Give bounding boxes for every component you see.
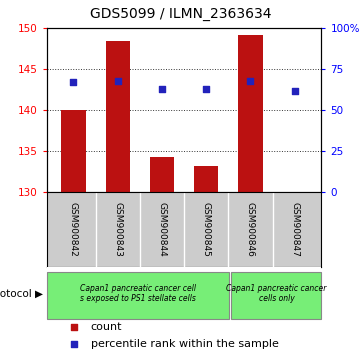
Bar	[61, 109, 86, 192]
Text: protocol ▶: protocol ▶	[0, 289, 43, 299]
Point	[71, 324, 77, 330]
Bar	[150, 157, 174, 192]
Text: GSM900847: GSM900847	[290, 202, 299, 257]
Bar	[47, 272, 229, 319]
Bar	[194, 166, 218, 192]
Text: GSM900846: GSM900846	[246, 202, 255, 257]
Bar	[231, 272, 321, 319]
Text: Capan1 pancreatic cancer cell
s exposed to PS1 stellate cells: Capan1 pancreatic cancer cell s exposed …	[81, 284, 196, 303]
Text: GSM900842: GSM900842	[69, 202, 78, 257]
Point	[115, 78, 121, 84]
Bar	[105, 41, 130, 192]
Text: Capan1 pancreatic cancer
cells only: Capan1 pancreatic cancer cells only	[226, 284, 327, 303]
Point	[159, 86, 165, 92]
Text: GSM900845: GSM900845	[202, 202, 211, 257]
Point	[248, 78, 253, 84]
Text: GSM900843: GSM900843	[113, 202, 122, 257]
Point	[71, 80, 77, 85]
Point	[203, 86, 209, 92]
Text: count: count	[91, 322, 122, 332]
Bar	[238, 35, 263, 192]
Text: percentile rank within the sample: percentile rank within the sample	[91, 339, 279, 349]
Text: GSM900844: GSM900844	[157, 202, 166, 257]
Point	[292, 88, 297, 93]
Text: GDS5099 / ILMN_2363634: GDS5099 / ILMN_2363634	[90, 7, 271, 21]
Point	[71, 341, 77, 347]
